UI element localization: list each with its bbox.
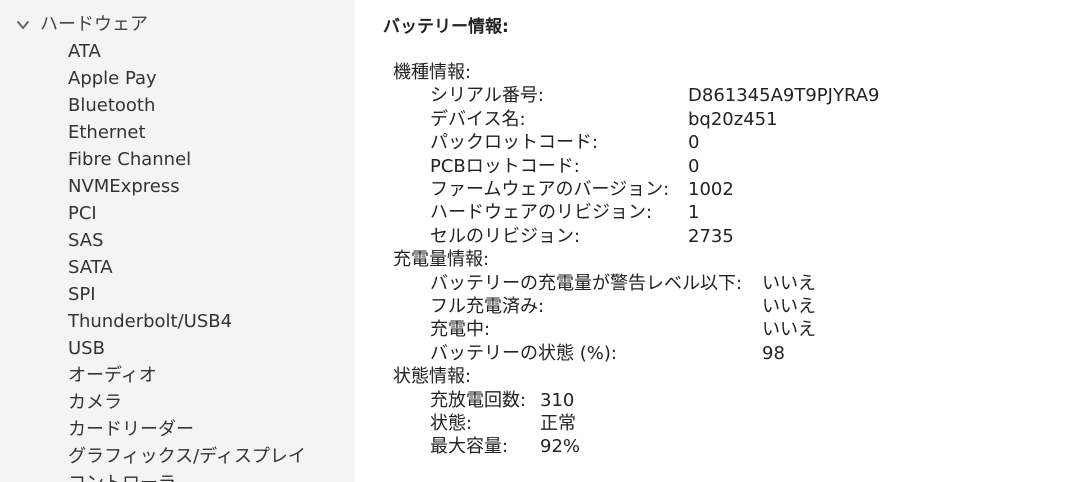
sidebar-item[interactable]: カードリーダー — [68, 419, 194, 440]
row-value: 98 — [762, 342, 785, 364]
row-label: セルのリビジョン: — [430, 225, 581, 247]
row-value: 正常 — [540, 413, 576, 434]
sidebar-item[interactable]: PCI — [68, 203, 97, 224]
sidebar-item[interactable]: NVMExpress — [68, 176, 180, 197]
row-value: いいえ — [762, 272, 816, 294]
pane-title: バッテリー情報: — [383, 17, 509, 37]
sidebar-item[interactable]: SATA — [68, 257, 113, 278]
section-title: 状態情報: — [393, 366, 472, 388]
row-label: バッテリーの充電量が警告レベル以下: — [430, 272, 743, 294]
row-label: ハードウェアのリビジョン: — [430, 202, 653, 224]
row-value: 1002 — [688, 179, 734, 200]
row-label: 充放電回数: — [430, 389, 527, 411]
row-label: 状態: — [430, 413, 473, 434]
row-label: フル充電済み: — [430, 296, 545, 317]
sidebar-item[interactable]: Bluetooth — [68, 95, 156, 116]
row-label: シリアル番号: — [430, 85, 544, 107]
sidebar-item[interactable]: Thunderbolt/USB4 — [68, 311, 233, 332]
chevron-icon[interactable] — [15, 18, 31, 32]
sidebar: ハードウェア ATA Apple Pay Bluetooth Ethernet Fibr… — [0, 0, 355, 482]
sidebar-item[interactable]: ATA — [68, 41, 101, 62]
sidebar-item[interactable]: カメラ — [68, 392, 122, 413]
row-label: 最大容量: — [430, 436, 509, 458]
row-label: デバイス名: — [430, 108, 526, 130]
row-value: D861345A9T9PJYRA9 — [688, 85, 880, 107]
row-value: bq20z451 — [688, 108, 778, 130]
sidebar-item[interactable]: SPI — [68, 284, 96, 305]
row-label: PCBロットコード: — [430, 155, 580, 177]
sidebar-item[interactable]: SAS — [68, 230, 104, 251]
row-value: 0 — [688, 132, 700, 154]
detail-pane: バッテリー情報: 機種情報: シリアル番号: D861345A9T9PJYRA9 デバ… — [355, 0, 1080, 482]
sidebar-item[interactable]: グラフィックス/ディスプレイ — [68, 446, 306, 467]
section-title: 機種情報: — [393, 62, 472, 83]
section-title: 充電量情報: — [393, 249, 490, 271]
group-title[interactable]: ハードウェア — [40, 14, 148, 35]
row-value: 2735 — [688, 225, 734, 247]
row-label: ファームウェアのバージョン: — [430, 179, 670, 200]
row-value: いいえ — [762, 319, 816, 341]
sidebar-item[interactable]: コントローラ — [68, 473, 176, 482]
row-value: いいえ — [762, 296, 816, 317]
row-label: バッテリーの状態 (%): — [430, 342, 617, 364]
row-value: 0 — [688, 155, 700, 177]
row-value: 92% — [540, 436, 581, 458]
sidebar-item[interactable]: Fibre Channel — [68, 149, 192, 170]
sidebar-item[interactable]: Ethernet — [68, 122, 146, 143]
row-label: パックロットコード: — [430, 132, 599, 154]
row-value: 310 — [540, 389, 575, 411]
sidebar-item[interactable]: Apple Pay — [68, 68, 157, 89]
sidebar-item[interactable]: オーディオ — [68, 365, 157, 386]
row-label: 充電中: — [430, 319, 491, 341]
sidebar-item[interactable]: USB — [68, 338, 105, 359]
row-value: 1 — [688, 202, 700, 224]
